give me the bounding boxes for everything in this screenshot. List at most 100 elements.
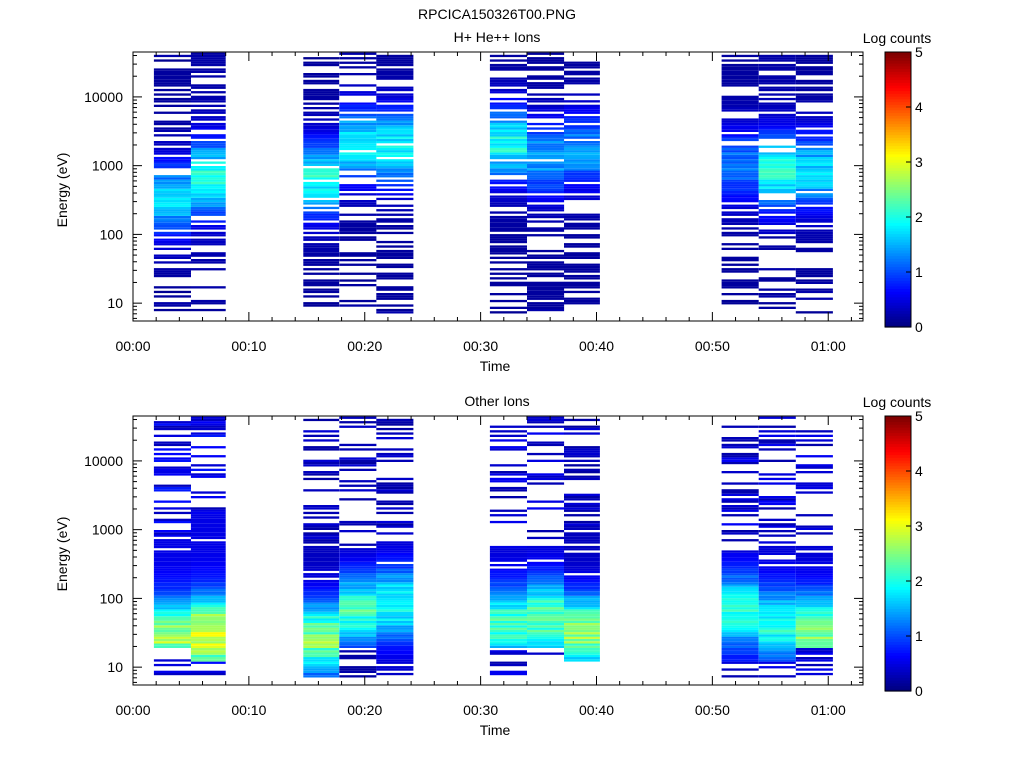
spectrogram-cell — [303, 507, 340, 510]
spectrogram-cell — [339, 122, 377, 126]
spectrogram-cell — [721, 77, 759, 80]
spectrogram-cell — [795, 595, 833, 599]
spectrogram-cell — [376, 54, 414, 58]
spectrogram-cell — [339, 104, 377, 107]
spectrogram-cell — [190, 91, 226, 94]
colorbar-swatch — [885, 531, 911, 535]
spectrogram-cell — [527, 604, 565, 608]
spectrogram-cell — [303, 439, 340, 442]
axes: 00:00 00:10 00:20 00:30 00:40 00:50 01:0010100… — [84, 51, 864, 354]
spectrogram-cell — [153, 295, 191, 298]
spectrogram-cell — [303, 464, 340, 467]
spectrogram-cell — [303, 247, 340, 250]
spectrogram-cell — [721, 627, 759, 630]
spectrogram-cell — [564, 657, 600, 660]
spectrogram-cell — [376, 555, 414, 558]
spectrogram-cell — [527, 627, 565, 630]
spectrogram-cell — [303, 75, 340, 78]
spectrogram-cell — [758, 482, 796, 485]
spectrogram-cell — [721, 452, 759, 456]
spectrogram-cell — [303, 648, 340, 651]
spectrogram-cell — [339, 625, 377, 628]
spectrogram-cell — [795, 279, 833, 282]
spectrogram-cell — [303, 259, 340, 262]
spectrogram-cell — [190, 170, 226, 173]
spectrogram-cell — [489, 102, 527, 105]
colorbar-tick-label: 5 — [915, 408, 923, 424]
spectrogram-cell — [489, 104, 527, 107]
spectrogram-cell — [758, 156, 796, 160]
spectrogram-cell — [190, 632, 226, 635]
spectrogram-cell — [795, 116, 833, 119]
spectrogram-cell — [190, 559, 226, 562]
spectrogram-cell — [339, 188, 377, 191]
colorbar-swatch — [885, 233, 911, 237]
spectrogram-cell — [564, 557, 600, 560]
spectrogram-cell — [190, 225, 226, 228]
spectrogram-cell — [339, 227, 377, 230]
spectrogram-cell — [564, 109, 600, 112]
spectrogram-cell — [564, 611, 600, 614]
spectrogram-cell — [758, 618, 796, 621]
colorbar-swatch — [885, 418, 911, 423]
spectrogram-cell — [721, 523, 759, 526]
spectrogram-cell — [190, 550, 226, 553]
spectrogram-cell — [153, 459, 191, 462]
spectrogram-cell — [758, 104, 796, 107]
spectrogram-cell — [190, 104, 226, 107]
spectrogram-cell — [489, 293, 527, 296]
spectrogram-cell — [795, 484, 833, 487]
spectrogram-cell — [564, 520, 600, 524]
spectrogram-cell — [376, 168, 414, 171]
spectrogram-cell — [339, 582, 377, 585]
spectrogram-cell — [758, 641, 796, 644]
spectrogram-cell — [376, 107, 414, 110]
x-tick-label: 00:40 — [579, 702, 614, 718]
spectrogram-cell — [303, 206, 340, 210]
spectrogram-cell — [303, 79, 340, 83]
colorbar-swatch — [885, 76, 911, 81]
spectrogram-cell — [339, 299, 377, 303]
spectrogram-cell — [721, 181, 759, 185]
spectrogram-cell — [795, 636, 833, 639]
spectrogram-cell — [564, 243, 600, 246]
spectrogram-cell — [795, 430, 833, 433]
spectrogram-cell — [721, 555, 759, 558]
spectrogram-cell — [527, 166, 565, 169]
spectrogram-cell — [795, 593, 833, 596]
spectrogram-cell — [758, 125, 796, 128]
spectrogram-cell — [527, 141, 565, 144]
spectrogram-cell — [190, 543, 226, 546]
spectrogram-cell — [527, 68, 565, 71]
spectrogram-cell — [153, 156, 191, 160]
colorbar-swatch — [885, 137, 911, 141]
spectrogram-cell — [190, 573, 226, 576]
spectrogram-cell — [721, 620, 759, 623]
spectrogram-cell — [721, 659, 759, 662]
colorbar-swatch — [885, 228, 911, 232]
spectrogram-cell — [527, 116, 565, 119]
spectrogram-cell — [153, 566, 191, 569]
spectrogram-cell — [489, 113, 527, 117]
spectrogram-cell — [564, 227, 600, 230]
spectrogram-cell — [339, 186, 377, 189]
colorbar-swatch — [885, 476, 911, 480]
y-tick-label: 10000 — [84, 453, 123, 469]
colorbar-swatch — [885, 586, 911, 590]
spectrogram-cell — [303, 523, 340, 526]
spectrogram-cell — [795, 229, 833, 232]
spectrogram-cell — [376, 648, 414, 651]
spectrogram-cell — [303, 295, 340, 298]
spectrogram-cell — [153, 100, 191, 103]
spectrogram-cell — [721, 625, 759, 628]
spectrogram-cell — [190, 63, 226, 67]
spectrogram-cell — [564, 150, 600, 153]
spectrogram-cell — [564, 186, 600, 189]
spectrogram-cell — [795, 79, 833, 83]
spectrogram-cell — [489, 604, 527, 608]
y-axis-label: Energy (eV) — [54, 153, 70, 228]
spectrogram-cell — [489, 168, 527, 171]
spectrogram-cell — [795, 618, 833, 621]
colorbar-swatch — [885, 316, 911, 320]
spectrogram-cell — [153, 620, 191, 623]
